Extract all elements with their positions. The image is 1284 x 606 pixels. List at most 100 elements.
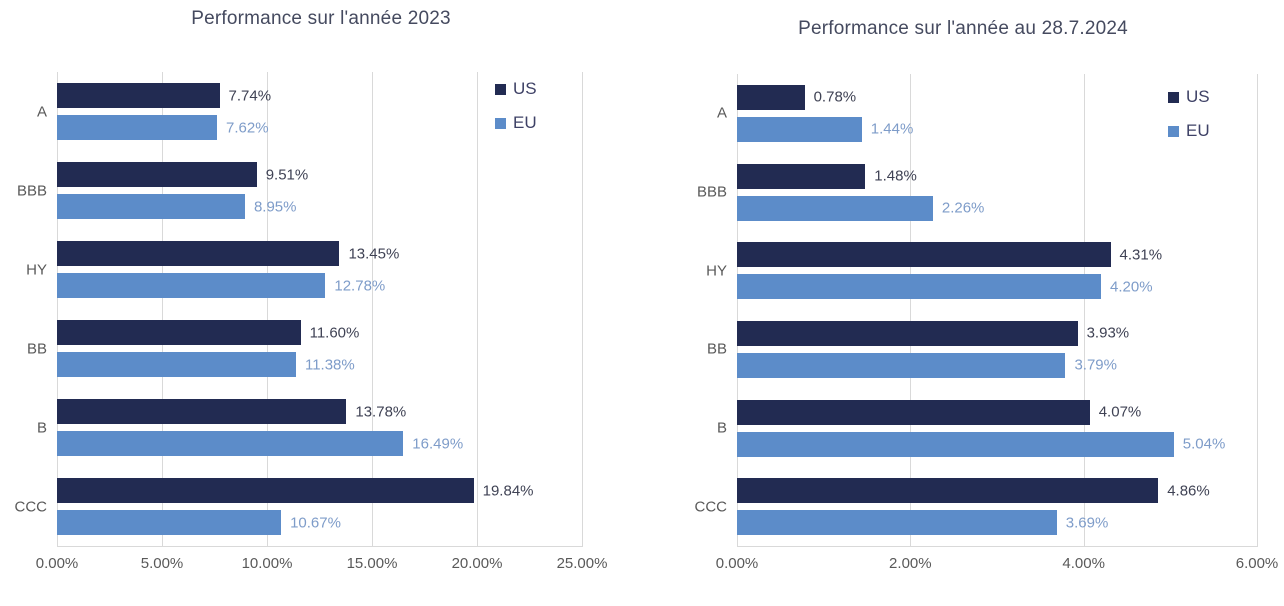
x-tick-label: 5.00% — [140, 555, 184, 572]
bar-value-label-us: 13.78% — [355, 403, 407, 420]
gridline — [372, 72, 373, 546]
category-label: BBB — [696, 183, 727, 201]
bar-us-hy: 4.31% — [737, 242, 1162, 268]
category-label: HY — [26, 261, 47, 278]
category-row-bb: BB 11.60% 11.38% — [27, 309, 583, 388]
bar-eu-b: 16.49% — [57, 431, 463, 456]
legend-marker-us-icon — [495, 83, 506, 95]
bar-us-bb: 11.60% — [57, 320, 359, 345]
bar-value-label-eu: 2.26% — [941, 199, 985, 217]
gridline — [477, 72, 478, 546]
x-tick-label: 25.00% — [556, 555, 608, 572]
bar-us-a: 0.78% — [737, 84, 856, 110]
legend-label-us: US — [513, 79, 537, 98]
category-row-hy: HY 13.45% 12.78% — [26, 230, 583, 309]
bar-value-label-us: 19.84% — [482, 482, 534, 499]
x-axis-2024: 0.00% 2.00% 4.00% 6.00% — [716, 555, 1279, 577]
gridline — [582, 72, 583, 546]
bar-us-ccc: 19.84% — [57, 478, 534, 503]
x-tick-label: 6.00% — [1235, 555, 1279, 572]
category-label: B — [716, 419, 727, 437]
bar-eu-a: 1.44% — [737, 116, 913, 142]
bar-value-label-eu: 12.78% — [334, 277, 386, 294]
bar-eu-b: 5.04% — [737, 431, 1225, 457]
x-tick-label: 4.00% — [1062, 555, 1105, 572]
bar-eu-ccc: 10.67% — [57, 510, 341, 535]
gridline — [910, 74, 912, 546]
category-row-a: A 0.78% 1.44% — [717, 74, 1258, 153]
bar-eu-bbb: 2.26% — [737, 195, 984, 221]
chart-title-2023: Performance sur l'année 2023 — [191, 8, 451, 29]
bar-value-label-us: 4.07% — [1098, 403, 1142, 421]
category-row-bb: BB 3.93% 3.79% — [707, 310, 1258, 389]
bar-value-label-us: 4.31% — [1119, 246, 1163, 264]
bar-value-label-us: 1.48% — [874, 167, 917, 185]
bar-us-b: 4.07% — [737, 399, 1141, 425]
category-row-b: B 13.78% 16.49% — [37, 388, 583, 467]
category-label: B — [36, 419, 47, 436]
x-tick-label: 2.00% — [889, 555, 932, 572]
category-row-ccc: CCC 19.84% 10.67% — [15, 467, 583, 546]
category-label: BB — [706, 340, 727, 358]
category-row-bbb: BBB 1.48% 2.26% — [697, 153, 1258, 232]
chart-panel-2024: Performance sur l'année au 28.7.2024 A 0.… — [642, 0, 1284, 606]
bar-value-label-us: 3.93% — [1086, 324, 1130, 342]
bar-value-label-eu: 3.69% — [1065, 514, 1109, 532]
category-row-a: A 7.74% 7.62% — [37, 72, 583, 151]
category-label: A — [716, 104, 727, 122]
x-tick-label: 15.00% — [346, 555, 398, 572]
bar-value-label-eu: 5.04% — [1182, 435, 1226, 453]
x-tick-label: 0.00% — [715, 555, 759, 572]
x-tick-label: 20.00% — [451, 555, 503, 572]
bar-value-label-eu: 3.79% — [1074, 356, 1117, 374]
bar-eu-hy: 12.78% — [57, 273, 385, 298]
bar-rows: A 0.78% 1.44% BBB 1.48% 2.26% HY 4.31% 4.20% BB 3.… — [695, 74, 1258, 546]
gridline — [737, 74, 738, 546]
gridline — [1083, 74, 1085, 546]
bar-value-label-us: 13.45% — [348, 245, 400, 262]
category-row-bbb: BBB 9.51% 8.95% — [17, 151, 583, 230]
legend-2023: US EU — [495, 79, 537, 133]
bar-us-bbb: 9.51% — [57, 162, 308, 187]
x-axis-2023: 0.00% 5.00% 10.00% 15.00% 20.00% 25.00% — [36, 555, 608, 577]
category-row-ccc: CCC 4.86% 3.69% — [695, 467, 1258, 546]
legend-label-us: US — [1186, 87, 1210, 106]
plot-area-2024: A 0.78% 1.44% BBB 1.48% 2.26% HY 4.31% 4.20% BB 3.… — [695, 74, 1258, 547]
gridline — [57, 72, 58, 546]
bar-eu-ccc: 3.69% — [737, 510, 1108, 536]
bar-eu-a: 7.62% — [57, 115, 269, 140]
bar-value-label-eu: 8.95% — [253, 198, 297, 215]
bar-us-ccc: 4.86% — [737, 478, 1210, 504]
legend-item-us: US — [495, 79, 537, 99]
category-row-b: B 4.07% 5.04% — [717, 389, 1258, 468]
legend-marker-eu-icon — [495, 117, 506, 129]
bar-value-label-eu: 7.62% — [226, 119, 269, 136]
bar-value-label-eu: 16.49% — [412, 435, 464, 452]
bar-rows: A 7.74% 7.62% BBB 9.51% 8.95% HY 13.45% 12.78% BB… — [15, 72, 583, 546]
category-label: A — [36, 103, 47, 120]
bar-value-label-eu: 1.44% — [870, 120, 914, 138]
bar-eu-bb: 11.38% — [57, 352, 355, 377]
bar-value-label-eu: 10.67% — [290, 514, 341, 531]
legend-label-eu: EU — [513, 113, 537, 132]
x-tick-label: 0.00% — [35, 555, 79, 572]
chart-panel-2023: Performance sur l'année 2023 A 7.74% 7.62%… — [15, 8, 608, 577]
legend-2024: US EU — [1168, 87, 1210, 141]
legend-item-eu: EU — [1168, 121, 1210, 141]
plot-area-2023: A 7.74% 7.62% BBB 9.51% 8.95% HY 13.45% 12.78% BB… — [15, 72, 583, 547]
category-row-hy: HY 4.31% 4.20% — [706, 231, 1258, 310]
bar-us-bbb: 1.48% — [737, 163, 917, 189]
bar-value-label-us: 4.86% — [1167, 482, 1210, 500]
category-label: HY — [706, 262, 727, 280]
bar-us-a: 7.74% — [57, 83, 271, 108]
category-label: BBB — [16, 182, 47, 199]
bar-value-label-eu: 11.38% — [304, 356, 355, 373]
bar-eu-bb: 3.79% — [737, 352, 1117, 378]
category-label: CCC — [14, 498, 48, 515]
legend-label-eu: EU — [1186, 121, 1210, 140]
gridline — [162, 72, 163, 546]
gridline — [267, 72, 268, 546]
chart-title-2024: Performance sur l'année au 28.7.2024 — [798, 18, 1128, 39]
legend-item-eu: EU — [495, 113, 537, 133]
